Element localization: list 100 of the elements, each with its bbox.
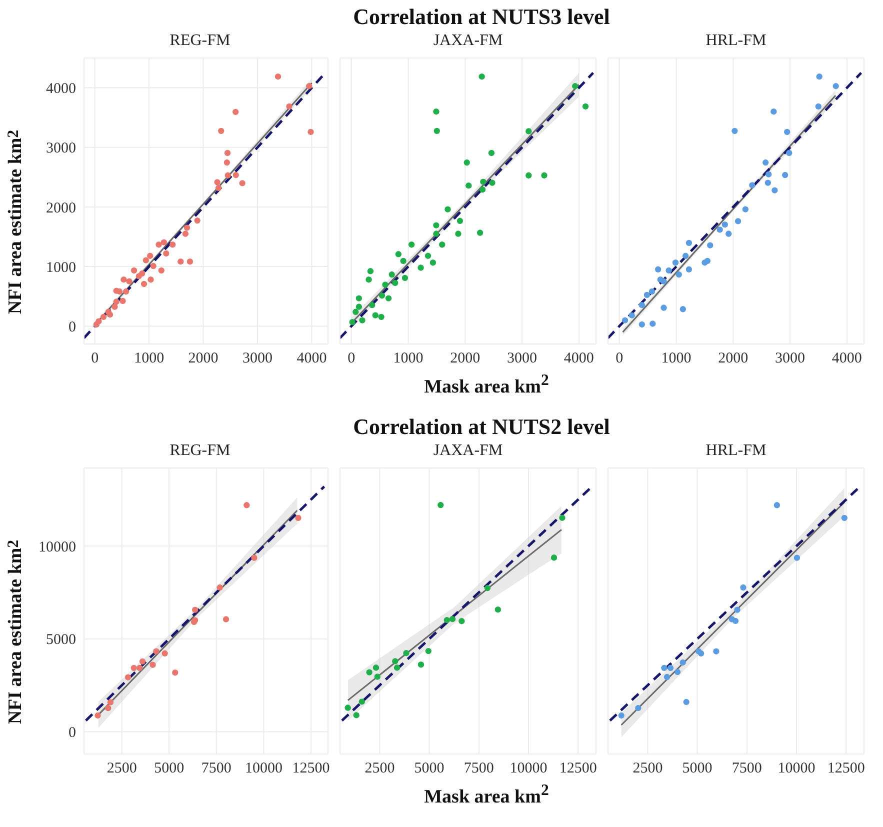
- point: [153, 648, 160, 654]
- point: [438, 502, 444, 508]
- point: [434, 128, 440, 134]
- point: [100, 314, 107, 320]
- x-tick-label: 12500: [292, 760, 330, 777]
- x-tick-label: 2500: [106, 760, 137, 777]
- x-tick-label: 1000: [393, 350, 424, 367]
- point: [526, 172, 532, 178]
- x-tick-label: 10000: [778, 760, 816, 777]
- point: [456, 218, 464, 224]
- point: [94, 712, 101, 719]
- point: [455, 230, 462, 237]
- point: [251, 554, 258, 561]
- point: [358, 698, 365, 705]
- x-axis-title: Mask area km$^{2}$: [423, 372, 550, 398]
- point: [172, 670, 178, 676]
- point: [418, 264, 424, 271]
- point: [478, 74, 485, 80]
- point: [186, 258, 194, 265]
- point: [732, 128, 738, 134]
- point: [672, 260, 679, 266]
- x-tick-label: 2000: [188, 350, 218, 367]
- point: [494, 606, 502, 613]
- point: [372, 312, 378, 318]
- point: [680, 659, 686, 666]
- point: [644, 292, 650, 298]
- chart-title: JAXA-FM: [432, 442, 504, 461]
- point: [676, 271, 682, 278]
- point: [120, 276, 127, 283]
- x-tick-label: 4000: [564, 350, 594, 367]
- point: [178, 258, 184, 265]
- point: [707, 242, 714, 248]
- point: [366, 276, 372, 283]
- point: [216, 584, 223, 591]
- point: [349, 318, 356, 326]
- point: [716, 226, 723, 233]
- point: [680, 306, 686, 312]
- point: [713, 648, 720, 654]
- point: [156, 242, 162, 248]
- y-tick-label: 2000: [46, 200, 76, 216]
- point: [112, 304, 118, 310]
- x-tick-label: 7500: [201, 760, 232, 777]
- point: [734, 218, 742, 224]
- point: [762, 159, 769, 166]
- x-tick-label: 2000: [450, 350, 480, 367]
- point: [832, 83, 839, 90]
- point: [160, 239, 168, 246]
- x-tick-label: 4000: [296, 350, 327, 367]
- x-tick-label: 3000: [242, 350, 273, 367]
- x-tick-label: 7500: [464, 760, 494, 777]
- point: [766, 171, 772, 178]
- point: [770, 108, 777, 115]
- point: [353, 712, 360, 718]
- point: [479, 186, 486, 193]
- chart-title: JAXA-FM: [432, 32, 504, 51]
- point: [572, 83, 578, 90]
- point: [403, 650, 410, 656]
- point: [660, 304, 667, 311]
- point: [352, 308, 359, 315]
- point: [541, 172, 548, 178]
- point: [308, 128, 314, 136]
- point: [458, 618, 465, 624]
- point: [382, 282, 388, 288]
- point: [488, 150, 495, 156]
- point: [306, 83, 312, 90]
- point: [392, 280, 398, 286]
- point: [124, 674, 132, 680]
- point: [232, 172, 239, 178]
- point: [184, 224, 190, 231]
- point: [439, 242, 446, 248]
- point: [622, 317, 628, 324]
- x-tick-label: 10000: [244, 760, 282, 777]
- point: [550, 554, 558, 561]
- point: [648, 288, 656, 295]
- point: [772, 187, 778, 194]
- point: [402, 274, 408, 282]
- point: [148, 276, 154, 283]
- point: [162, 650, 168, 656]
- x-tick-label: 0: [91, 350, 99, 367]
- point: [674, 668, 681, 676]
- y-tick-label: 0: [68, 319, 76, 336]
- point: [222, 616, 230, 622]
- point: [722, 222, 728, 228]
- point: [841, 514, 848, 522]
- point: [650, 320, 656, 327]
- chart-title: REG-FM: [168, 442, 232, 461]
- y-tick-label: 3000: [46, 140, 76, 157]
- point: [107, 699, 114, 706]
- point: [367, 268, 374, 274]
- point: [424, 252, 432, 259]
- point: [356, 304, 362, 310]
- point: [774, 502, 780, 508]
- x-tick-label: 12500: [827, 760, 865, 777]
- point: [702, 260, 708, 266]
- point: [140, 280, 148, 288]
- point: [374, 674, 380, 680]
- point: [170, 242, 176, 248]
- point: [484, 584, 491, 592]
- point: [122, 288, 130, 295]
- y-tick-label: 1000: [46, 260, 76, 276]
